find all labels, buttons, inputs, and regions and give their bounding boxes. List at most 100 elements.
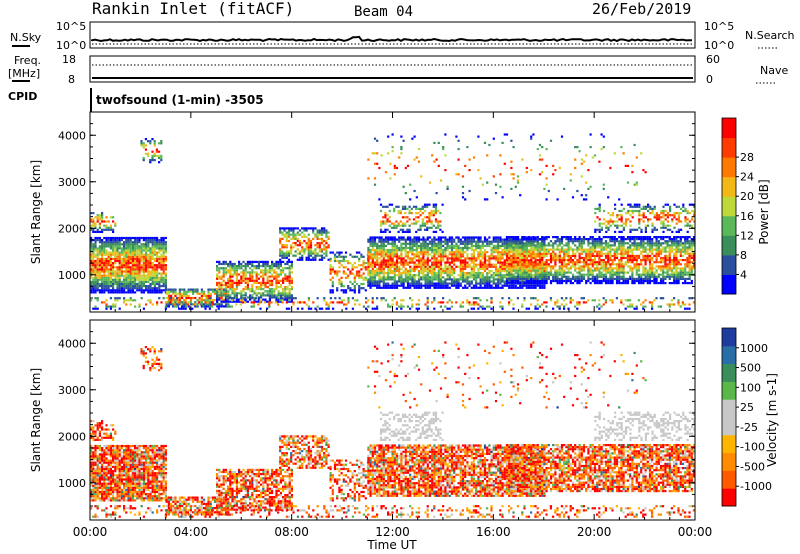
power-cell [240,281,243,284]
power-cell [591,279,594,283]
power-cell [224,273,227,276]
power-cell [406,282,410,285]
power-cell [231,281,234,284]
power-cell [607,263,610,266]
power-cell [94,280,97,283]
power-cell [151,266,154,269]
power-cell [406,207,409,210]
power-cell [406,276,410,279]
power-cell [342,257,345,260]
power-cell [433,244,436,247]
power-cell [637,238,641,241]
power-cell [424,280,427,283]
power-cell [120,285,123,288]
power-cell [244,271,247,274]
power-cell [532,242,535,245]
power-cell [138,245,141,248]
power-cell [142,249,145,252]
power-cell [307,244,310,247]
power-cell [567,236,570,239]
power-cell [112,266,115,269]
power-cell [401,228,405,231]
power-cell [103,278,106,281]
power-cell [257,296,260,299]
power-cell [238,300,241,303]
power-cell [488,263,491,266]
power-cell [353,276,356,279]
power-cell [387,251,390,254]
power-cell [120,289,123,292]
power-cell [114,289,117,292]
power-cell [648,242,652,245]
nsearch-tick-top: 10^5 [704,20,734,33]
power-cell [494,272,498,275]
power-cell [224,262,227,266]
power-cell [209,301,212,304]
power-cell [607,254,610,257]
power-cell [422,272,425,275]
power-cell [397,230,400,233]
power-cell [96,268,99,271]
power-cell [398,255,401,258]
power-cell [281,250,284,253]
power-cell [94,247,97,250]
power-cell [349,280,352,283]
power-cell [488,269,491,273]
power-cell [578,254,581,257]
power-cell [519,240,522,243]
power-cell [275,288,278,291]
power-cell [307,248,310,251]
freq-label-line1: Freq. [14,54,41,67]
power-cell [411,282,414,285]
power-cell [170,290,173,293]
power-cell [613,240,616,243]
power-cell [151,280,154,283]
power-cell [421,218,424,221]
power-cell [224,296,227,299]
power-cell [362,259,365,263]
freq-label-line2: [MHz] [8,67,40,80]
power-cell [525,259,528,262]
power-cell [384,276,388,279]
power-cell [103,245,106,248]
power-cell [98,222,101,225]
power-cell [406,246,410,250]
power-cell [637,265,641,268]
power-cell [294,233,297,236]
power-cell [218,303,221,306]
power-cell [189,290,192,293]
power-cell [400,280,403,283]
power-cell [532,246,535,250]
power-cell [125,251,128,254]
power-cell [593,242,597,245]
power-cell [371,284,374,287]
power-cell [602,279,605,283]
power-cell [134,262,137,265]
power-cell [596,242,599,245]
power-cell [153,259,156,263]
power-cell [162,249,165,252]
power-cell [534,267,537,270]
power-cell [637,248,641,251]
power-cell [565,242,568,245]
power-cell [567,252,570,255]
power-cell [314,254,317,257]
power-cell [116,236,119,240]
power-cell [277,286,280,289]
power-cell [635,279,638,283]
power-cell [246,283,249,287]
power-cell [464,263,467,266]
power-cell [534,248,537,251]
power-cell [536,236,539,239]
power-cell [514,249,517,252]
power-cell [284,286,287,289]
power-cell [125,285,128,288]
power-cell [94,285,97,288]
power-cell [453,272,456,275]
power-cell [437,249,440,252]
power-cell [563,273,566,276]
power-cell [138,253,141,256]
power-cell [624,263,627,266]
power-cell [492,251,495,254]
power-cell [580,250,583,253]
